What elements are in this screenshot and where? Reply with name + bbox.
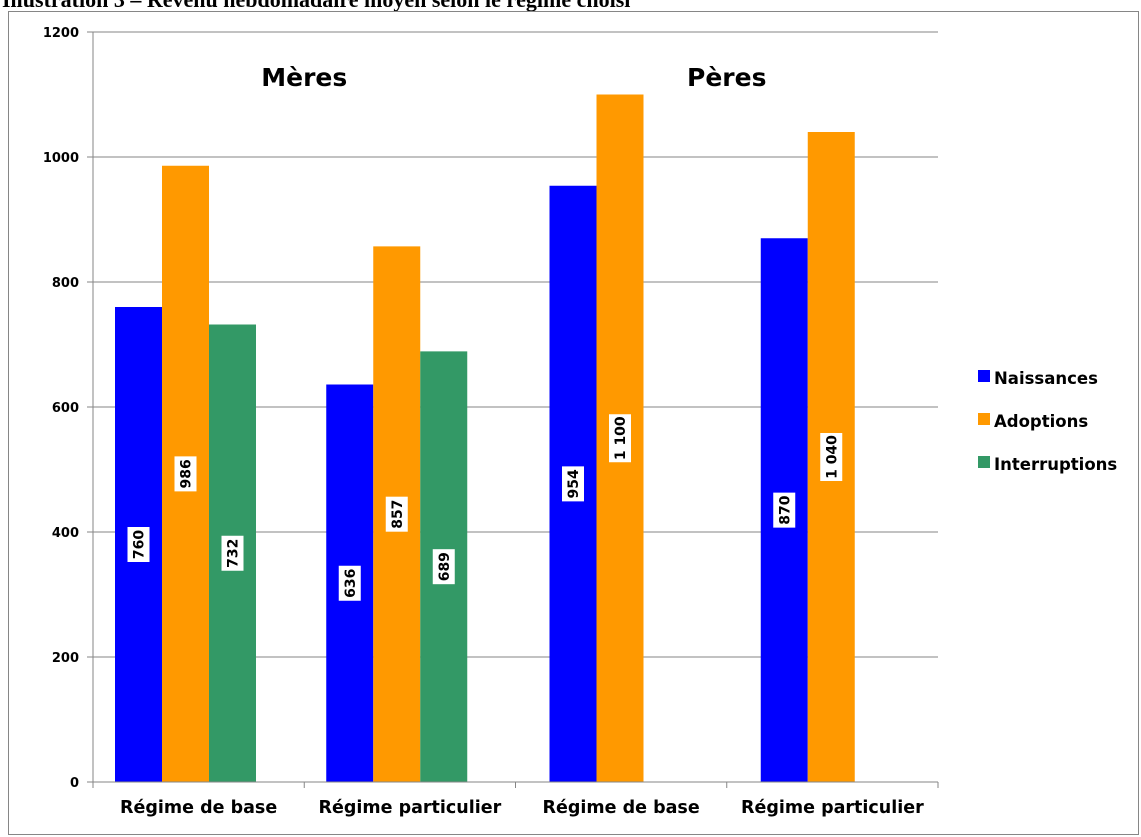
y-tick-label: 400	[52, 526, 79, 541]
data-label-text: 636	[343, 569, 359, 598]
legend-label: Naissances	[994, 369, 1098, 388]
data-label: 1 040	[820, 433, 843, 481]
bars	[115, 94, 855, 782]
axes: 0 200 400 600 800 1000 1200 Régime de base Régim…	[43, 26, 939, 818]
data-label-text: 954	[566, 469, 582, 498]
y-tick-label: 600	[52, 401, 79, 416]
data-label-text: 1 040	[824, 435, 840, 479]
x-tick-label: Régime de base	[120, 798, 277, 818]
data-label: 954	[562, 466, 584, 502]
x-tick-label: Régime particulier	[741, 798, 924, 818]
data-label-box	[562, 466, 584, 502]
data-label-box	[385, 496, 408, 532]
legend-swatch	[978, 456, 990, 468]
data-label-text: 732	[226, 539, 242, 568]
legend-swatch	[978, 370, 990, 382]
data-label-text: 760	[132, 530, 148, 559]
y-tick-label: 1000	[43, 151, 79, 166]
data-label-box	[174, 456, 197, 492]
page-title: Illustration 3 – Revenu hebdomadaire moy…	[2, 0, 1137, 11]
data-label-text: 857	[390, 500, 406, 529]
y-tick-label: 800	[52, 276, 79, 291]
legend-label: Adoptions	[994, 412, 1088, 431]
legend-swatch	[978, 413, 990, 425]
data-label: 870	[773, 492, 796, 528]
data-labels: 760 986 732 636 857 689 954 1 100 870 1 040	[127, 414, 843, 601]
data-label: 1 100	[609, 414, 631, 463]
y-tick-label: 1200	[43, 26, 79, 41]
x-tick-label: Régime de base	[543, 798, 700, 818]
data-label: 760	[127, 527, 150, 562]
data-label: 986	[174, 456, 197, 492]
data-label-box	[820, 433, 843, 481]
data-label: 636	[338, 565, 361, 601]
group-label: Pères	[687, 63, 766, 92]
legend-label: Interruptions	[994, 455, 1117, 474]
legend: Naissances Adoptions Interruptions	[978, 369, 1117, 474]
data-label-box	[609, 414, 631, 463]
y-tick-label: 200	[52, 651, 79, 666]
data-label-box	[432, 549, 455, 585]
data-label-text: 689	[437, 552, 453, 581]
data-label-box	[773, 492, 796, 528]
data-label: 689	[432, 549, 455, 585]
data-label-text: 870	[777, 495, 793, 524]
group-label: Mères	[261, 63, 347, 92]
data-label: 857	[385, 496, 408, 532]
x-tick-label: Régime particulier	[319, 798, 502, 818]
data-label-text: 1 100	[613, 416, 629, 460]
group-labels: Mères Pères	[261, 63, 766, 92]
data-label-text: 986	[179, 459, 195, 488]
data-label: 732	[221, 535, 244, 571]
data-label-box	[221, 535, 244, 571]
y-tick-label: 0	[70, 776, 79, 791]
data-label-box	[338, 565, 361, 601]
data-label-box	[127, 527, 150, 562]
